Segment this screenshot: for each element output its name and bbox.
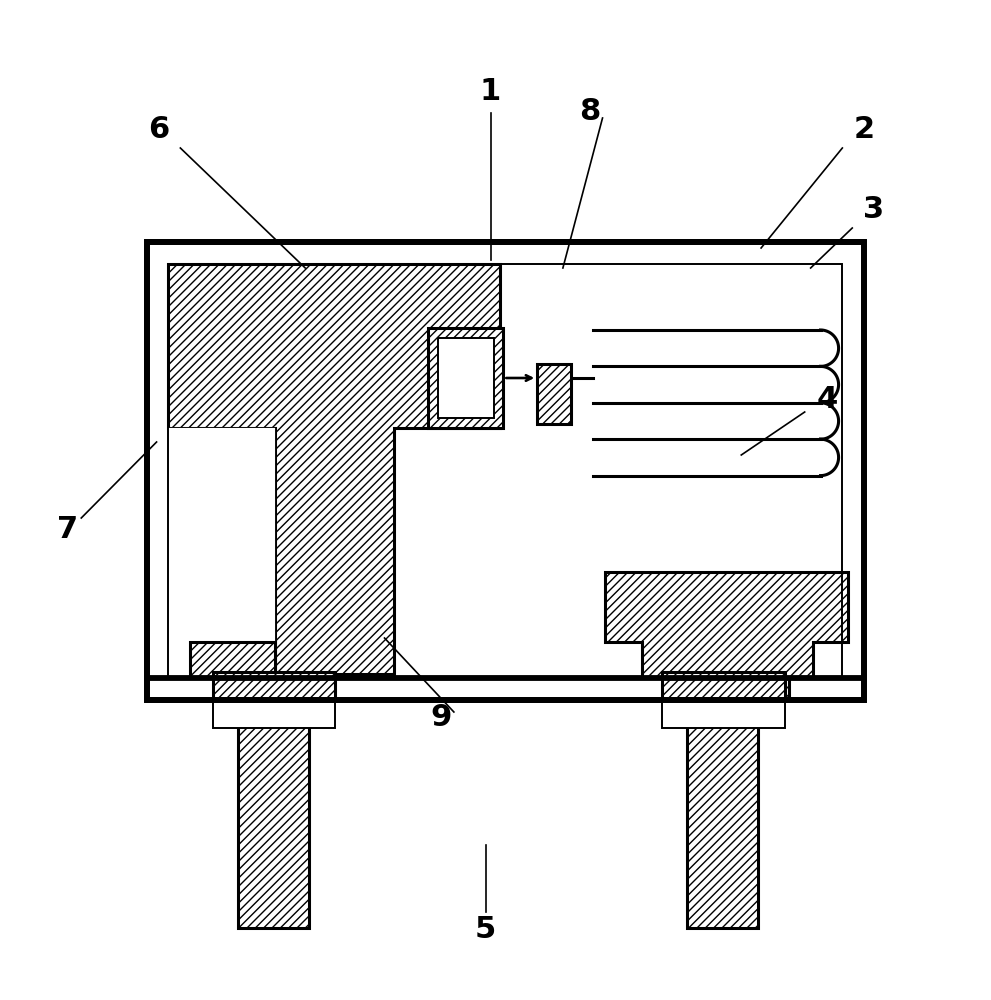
Text: 2: 2 [853,115,875,144]
Bar [438,338,494,418]
Bar [190,642,275,678]
Polygon shape [168,264,500,674]
Bar [168,264,842,678]
Bar [662,672,785,700]
Bar [147,242,864,700]
Bar [662,700,785,728]
Bar [147,242,864,700]
Text: 8: 8 [579,98,601,126]
Bar [213,700,335,728]
Bar [537,364,571,424]
Polygon shape [605,572,848,700]
Text: 7: 7 [56,516,78,544]
Text: 4: 4 [817,385,838,414]
Bar [238,700,309,928]
Bar [428,328,503,428]
Text: 1: 1 [480,78,501,106]
Bar [687,700,758,928]
Text: 9: 9 [430,704,452,732]
Bar [213,672,335,700]
Text: 3: 3 [863,196,885,225]
Text: 6: 6 [148,115,169,144]
Text: 5: 5 [475,916,496,944]
Polygon shape [168,428,275,672]
